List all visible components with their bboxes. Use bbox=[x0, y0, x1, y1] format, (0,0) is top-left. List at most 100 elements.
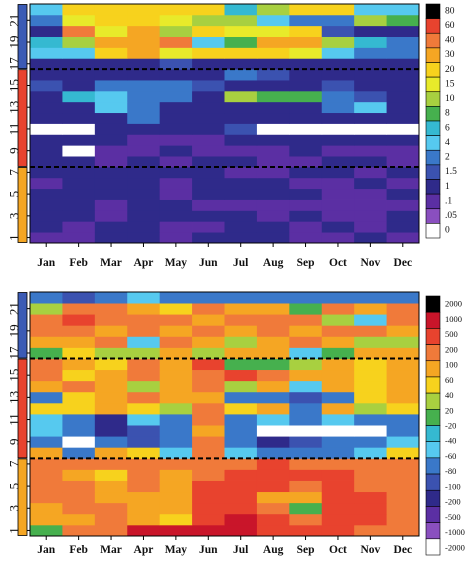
heatmap-cell bbox=[30, 524, 63, 537]
heatmap-cell bbox=[192, 232, 225, 244]
heatmap-cell bbox=[354, 414, 387, 426]
legend-swatch bbox=[425, 76, 441, 93]
heatmap-cell bbox=[321, 380, 355, 393]
heatmap-cell bbox=[256, 314, 290, 326]
heatmap-cell bbox=[386, 502, 420, 515]
heatmap-cell bbox=[321, 414, 355, 426]
heatmap-cell bbox=[321, 303, 355, 315]
heatmap-cell bbox=[289, 325, 323, 337]
heatmap-cell bbox=[354, 358, 387, 371]
heatmap-cell bbox=[159, 14, 193, 27]
legend-swatch bbox=[425, 473, 441, 491]
heatmap-cell bbox=[224, 156, 258, 168]
heatmap-cell bbox=[289, 502, 323, 515]
heatmap-cell bbox=[256, 358, 290, 371]
heatmap-cell bbox=[192, 336, 225, 348]
legend-label: 100 bbox=[445, 360, 458, 370]
heatmap-cell bbox=[94, 402, 128, 415]
legend-label: -60 bbox=[445, 451, 456, 461]
heatmap-cell bbox=[289, 292, 323, 304]
heatmap-cell bbox=[62, 221, 96, 233]
heatmap-cell bbox=[62, 232, 96, 244]
plot-frame bbox=[29, 3, 420, 244]
legend-label: 30 bbox=[445, 50, 455, 60]
heatmap-cell bbox=[94, 480, 128, 493]
x-tick-label: Feb bbox=[69, 544, 88, 556]
heatmap-cell bbox=[256, 414, 290, 426]
heatmap-cell bbox=[192, 14, 225, 27]
heatmap-cell bbox=[289, 391, 323, 404]
heatmap-cell bbox=[224, 402, 258, 415]
heatmap-cell bbox=[289, 90, 323, 103]
heatmap-cell bbox=[94, 166, 128, 179]
heatmap-cell bbox=[30, 4, 63, 16]
heatmap-cell bbox=[354, 402, 387, 415]
heatmap-cell bbox=[94, 90, 128, 103]
heatmap-cell bbox=[289, 380, 323, 393]
legend-label: -1000 bbox=[445, 527, 465, 537]
heatmap-cell bbox=[289, 188, 323, 200]
legend-label: 40 bbox=[445, 390, 454, 400]
heatmap-cell bbox=[321, 112, 355, 124]
x-tick-label: Jan bbox=[37, 257, 56, 269]
heatmap-cell bbox=[192, 90, 225, 103]
heatmap-cell bbox=[386, 123, 420, 135]
legend-swatch bbox=[425, 344, 441, 362]
heatmap-cell bbox=[94, 210, 128, 222]
heatmap-cell bbox=[94, 336, 128, 348]
y-tick-label: 19 bbox=[7, 324, 22, 337]
heatmap-cell bbox=[256, 458, 290, 470]
heatmap-cell bbox=[127, 4, 161, 16]
heatmap-cell bbox=[94, 188, 128, 200]
heatmap-cell bbox=[256, 145, 290, 157]
heatmap-cell bbox=[159, 436, 193, 448]
heatmap-cell bbox=[127, 402, 161, 415]
heatmap-cell bbox=[321, 347, 355, 359]
heatmap-cell bbox=[256, 14, 290, 27]
legend-swatch bbox=[425, 3, 441, 19]
legend-label: -200 bbox=[445, 497, 461, 507]
heatmap-cell bbox=[386, 25, 420, 37]
heatmap-cell bbox=[256, 380, 290, 393]
y-tick-label: 9 bbox=[7, 438, 22, 445]
heatmap-cell bbox=[159, 425, 193, 437]
heatmap-cell bbox=[224, 314, 258, 326]
heatmap-cell bbox=[192, 292, 225, 304]
heatmap-cell bbox=[159, 513, 193, 526]
legend-swatch bbox=[425, 179, 441, 195]
heatmap-cell bbox=[94, 358, 128, 371]
heatmap-cell bbox=[354, 480, 387, 493]
heatmap-cell bbox=[62, 188, 96, 200]
legend-swatch bbox=[425, 409, 441, 426]
heatmap-cell bbox=[386, 221, 420, 233]
heatmap-cell bbox=[127, 58, 161, 70]
heatmap-cell bbox=[62, 303, 96, 315]
heatmap-cell bbox=[289, 414, 323, 426]
heatmap-cell bbox=[30, 134, 63, 146]
heatmap-cell bbox=[224, 101, 258, 114]
heatmap-cell bbox=[321, 177, 355, 190]
heatmap-cell bbox=[30, 90, 63, 103]
legend-label: -2000 bbox=[445, 542, 465, 552]
heatmap-cell bbox=[224, 36, 258, 48]
heatmap-cell bbox=[30, 469, 63, 481]
heatmap-cell bbox=[354, 292, 387, 304]
heatmap-cell bbox=[127, 188, 161, 200]
group-sidebar-segment bbox=[17, 167, 28, 243]
heatmap-cell bbox=[159, 491, 193, 504]
heatmap-cell bbox=[94, 199, 128, 211]
legend-label: 8 bbox=[445, 109, 450, 119]
heatmap-cell bbox=[30, 347, 63, 359]
heatmap-cell bbox=[159, 112, 193, 124]
heatmap-cell bbox=[256, 292, 290, 304]
heatmap-cell bbox=[127, 123, 161, 135]
x-tick-label: Feb bbox=[69, 257, 88, 269]
heatmap-cell bbox=[192, 188, 225, 200]
heatmap-cell bbox=[224, 458, 258, 470]
heatmap-cell bbox=[192, 369, 225, 382]
heatmap-cell bbox=[30, 14, 63, 27]
heatmap-cell bbox=[159, 325, 193, 337]
heatmap-cell bbox=[289, 58, 323, 70]
